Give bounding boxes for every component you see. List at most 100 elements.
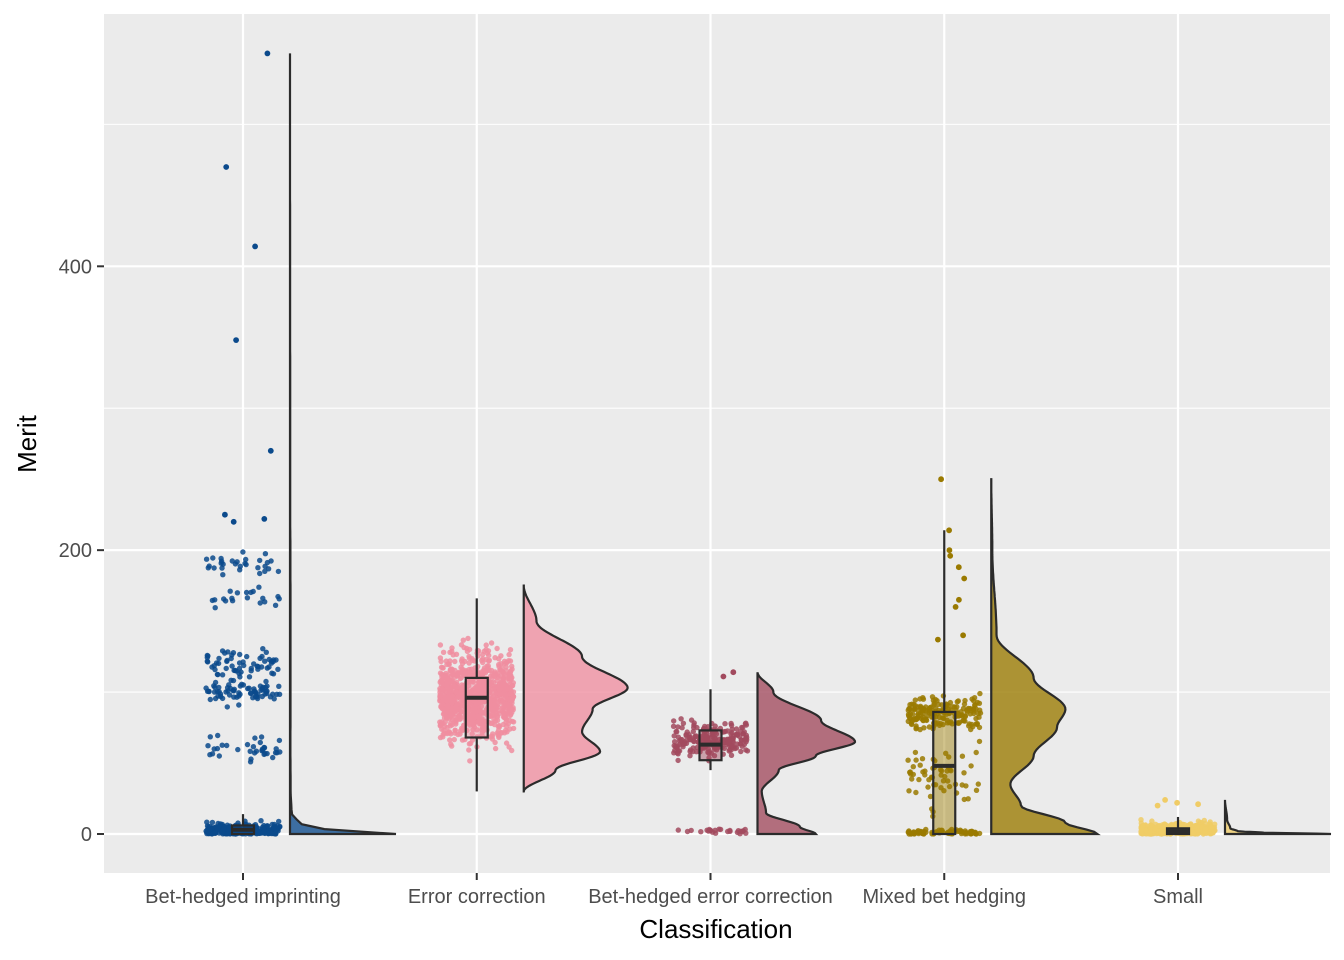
data-point [461, 644, 467, 651]
data-point [907, 769, 913, 775]
data-point [974, 721, 980, 728]
data-point [265, 830, 271, 837]
data-point [675, 724, 681, 730]
outlier-point [720, 673, 727, 680]
data-point [230, 650, 237, 656]
data-point [224, 685, 231, 691]
data-point [907, 715, 914, 722]
data-point [691, 720, 697, 726]
data-point [459, 737, 466, 743]
data-point [492, 739, 498, 746]
data-point [245, 685, 251, 692]
data-point [447, 737, 453, 743]
data-point [955, 720, 962, 727]
data-point [479, 657, 485, 663]
data-point [961, 770, 967, 776]
data-point [496, 733, 502, 739]
y-axis-title: Merit [12, 414, 42, 473]
data-point [226, 825, 233, 831]
data-point [473, 700, 480, 706]
data-point [716, 826, 722, 832]
data-point [228, 677, 234, 683]
data-point [443, 683, 450, 689]
x-axis: Bet-hedged imprinting Error correction Bet… [145, 873, 1203, 908]
outlier-point [1195, 801, 1201, 808]
box-iqr [932, 710, 957, 836]
data-point [962, 697, 968, 704]
data-point [502, 715, 508, 721]
data-point [449, 743, 455, 749]
data-point [246, 674, 253, 680]
data-point [491, 693, 497, 699]
data-point [275, 568, 282, 575]
data-point [939, 827, 945, 833]
data-point [444, 714, 450, 720]
x-tick-label: Mixed bet hedging [863, 886, 1026, 908]
data-point [457, 714, 463, 720]
density-cloud [1223, 799, 1332, 836]
data-point [492, 670, 499, 677]
data-point [726, 748, 732, 754]
data-point [221, 825, 227, 832]
outlier-point [264, 50, 271, 57]
data-point [262, 658, 268, 664]
data-point [258, 818, 264, 824]
data-point [214, 825, 221, 832]
data-point [215, 732, 221, 739]
data-point [260, 646, 266, 652]
data-point [1190, 830, 1197, 836]
data-point [276, 818, 282, 825]
data-point [270, 754, 276, 761]
data-point [264, 690, 270, 696]
data-point [705, 734, 711, 741]
data-point [671, 718, 677, 724]
data-point [466, 646, 473, 653]
data-point [447, 678, 453, 685]
density-cloud [756, 672, 857, 836]
data-point [499, 708, 505, 714]
outlier-point [955, 564, 962, 571]
data-point [912, 697, 918, 703]
data-point [959, 753, 966, 759]
data-point [259, 653, 265, 660]
data-point [252, 689, 259, 695]
data-point [483, 642, 489, 648]
data-point [505, 721, 512, 727]
data-point [480, 727, 487, 734]
data-point [1152, 825, 1158, 832]
x-tick-label: Error correction [408, 886, 546, 908]
data-point [229, 598, 236, 604]
x-axis-title: Classification [639, 914, 792, 944]
outlier-point [223, 164, 230, 170]
data-point [205, 743, 211, 749]
y-tick-label: 400 [59, 256, 92, 278]
data-point [219, 648, 226, 654]
data-point [671, 733, 677, 739]
data-point [943, 750, 949, 756]
data-point [742, 721, 749, 727]
data-point [257, 600, 263, 606]
data-point [253, 748, 260, 754]
data-point [498, 669, 504, 675]
data-point [674, 729, 680, 735]
data-point [437, 655, 444, 661]
data-point [1139, 826, 1145, 833]
data-point [506, 696, 512, 703]
data-point [488, 640, 495, 646]
data-point [690, 748, 696, 755]
data-point [454, 701, 461, 707]
data-point [204, 819, 210, 825]
data-point [705, 828, 712, 834]
x-tick-label: Bet-hedged imprinting [145, 886, 341, 908]
x-tick-label: Bet-hedged error correction [588, 886, 833, 908]
data-point [506, 744, 512, 750]
data-point [491, 685, 497, 691]
data-point [252, 694, 259, 700]
data-point [507, 681, 514, 688]
data-point [467, 758, 473, 764]
outlier-point [222, 511, 228, 518]
data-point [976, 830, 983, 837]
outlier-point [730, 669, 737, 676]
data-point [485, 663, 491, 669]
data-point [447, 658, 453, 664]
